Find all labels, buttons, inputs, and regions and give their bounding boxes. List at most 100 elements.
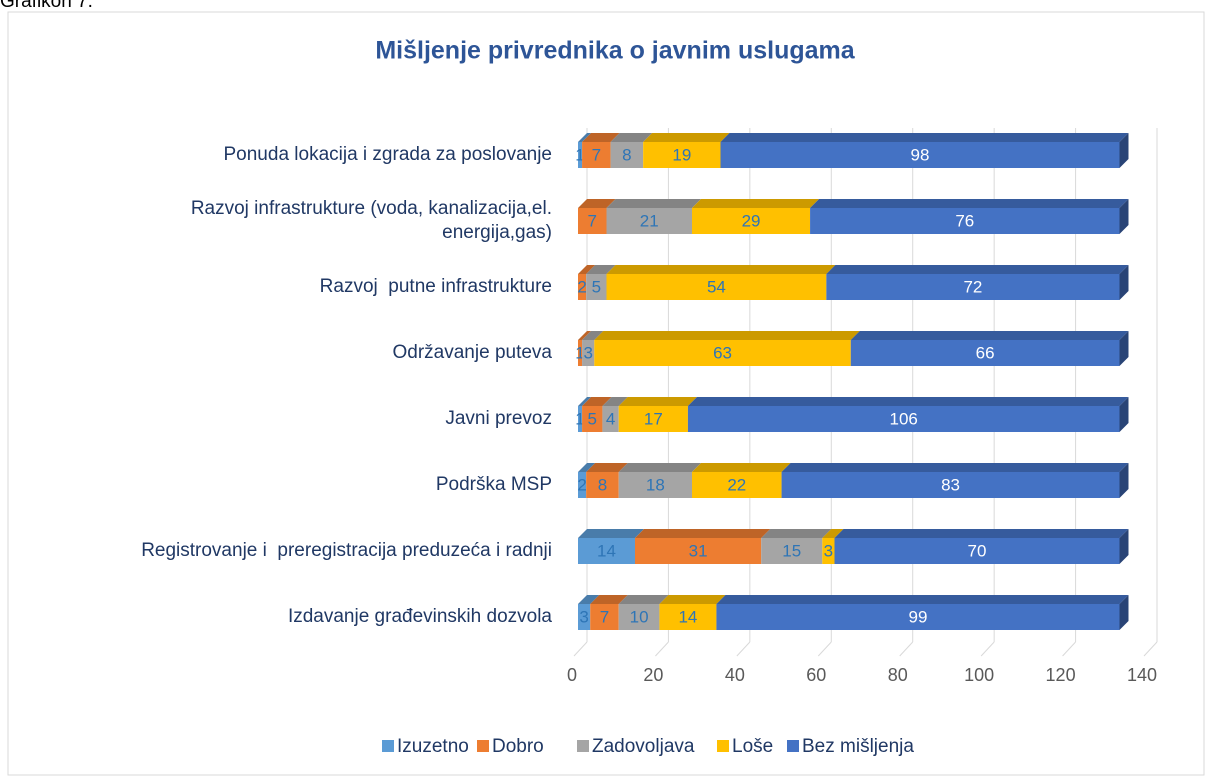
grid-line bbox=[573, 641, 588, 657]
bar bbox=[578, 538, 635, 564]
grid-line bbox=[1143, 641, 1158, 657]
x-tick-label: 120 bbox=[1046, 665, 1076, 685]
bar bbox=[635, 538, 762, 564]
bar bbox=[618, 604, 660, 630]
legend-swatch bbox=[382, 740, 394, 752]
bar bbox=[578, 208, 607, 234]
data-label: 99 bbox=[909, 607, 928, 626]
y-tick-label: Izdavanje građevinskih dozvola bbox=[287, 606, 552, 627]
bar bbox=[578, 274, 587, 300]
data-label: 10 bbox=[630, 607, 649, 626]
data-label: 19 bbox=[672, 145, 691, 164]
data-label: 7 bbox=[588, 211, 597, 230]
bar bbox=[610, 142, 644, 168]
legend-label: Izuzetno bbox=[397, 736, 469, 757]
bar-top bbox=[610, 133, 653, 142]
bar-side bbox=[1119, 133, 1129, 168]
data-label: 1 bbox=[575, 145, 584, 164]
data-label: 21 bbox=[640, 211, 659, 230]
x-tick-label: 140 bbox=[1127, 665, 1157, 685]
bar-top bbox=[822, 529, 844, 538]
x-tick-label: 40 bbox=[725, 665, 745, 685]
bar bbox=[582, 142, 611, 168]
bar-side bbox=[1119, 397, 1129, 432]
data-label: 8 bbox=[622, 145, 631, 164]
bar-top bbox=[716, 595, 1129, 604]
bar bbox=[692, 472, 782, 498]
data-label: 31 bbox=[689, 541, 708, 560]
bar bbox=[716, 604, 1120, 630]
data-label: 4 bbox=[606, 409, 615, 428]
bar bbox=[586, 472, 619, 498]
data-label: 1 bbox=[575, 343, 584, 362]
legend-swatch bbox=[787, 740, 799, 752]
data-label: 14 bbox=[678, 607, 697, 626]
data-label: 63 bbox=[713, 343, 732, 362]
data-label: 83 bbox=[941, 475, 960, 494]
y-tick-label: Održavanje puteva bbox=[392, 342, 553, 363]
bar-top bbox=[606, 199, 701, 208]
bar-top bbox=[586, 265, 616, 274]
caption: Grafikon 7. bbox=[0, 0, 93, 12]
grid-line bbox=[899, 641, 914, 657]
grid-line bbox=[736, 641, 751, 657]
bar-top bbox=[826, 265, 1129, 274]
bar bbox=[659, 604, 717, 630]
bar-top bbox=[834, 529, 1129, 538]
bar-top bbox=[578, 529, 644, 538]
bar-side bbox=[1119, 199, 1129, 234]
bar-top bbox=[582, 331, 604, 340]
data-label: 70 bbox=[968, 541, 987, 560]
x-tick-label: 80 bbox=[888, 665, 908, 685]
bar-top bbox=[602, 397, 628, 406]
bar-side bbox=[1119, 331, 1129, 366]
bar-side bbox=[1119, 265, 1129, 300]
data-label: 14 bbox=[597, 541, 616, 560]
bar bbox=[582, 340, 595, 366]
bar bbox=[578, 472, 587, 498]
chart-frame bbox=[7, 11, 1205, 776]
data-label: 29 bbox=[742, 211, 761, 230]
legend-label: Loše bbox=[732, 736, 773, 757]
bar-top bbox=[578, 595, 600, 604]
data-label: 2 bbox=[577, 475, 586, 494]
data-label: 76 bbox=[955, 211, 974, 230]
bar-top bbox=[635, 529, 771, 538]
bar-side bbox=[1119, 463, 1129, 498]
x-tick-label: 20 bbox=[643, 665, 663, 685]
x-tick-label: 100 bbox=[964, 665, 994, 685]
bar bbox=[850, 340, 1120, 366]
bar-top bbox=[582, 397, 612, 406]
legend-swatch bbox=[717, 740, 729, 752]
bar-top bbox=[578, 331, 592, 340]
bar-top bbox=[594, 331, 860, 340]
y-tick-label: Javni prevoz bbox=[445, 408, 552, 429]
bar bbox=[618, 406, 688, 432]
data-label: 2 bbox=[577, 277, 586, 296]
y-tick-label: Podrška MSP bbox=[435, 474, 552, 495]
data-label: 8 bbox=[598, 475, 607, 494]
bar-top bbox=[582, 133, 620, 142]
data-label: 7 bbox=[592, 145, 601, 164]
bar bbox=[822, 538, 835, 564]
bar bbox=[578, 604, 591, 630]
bar bbox=[826, 274, 1120, 300]
bar bbox=[578, 142, 583, 168]
chart-title: Mišljenje privrednika o javnim uslugama bbox=[375, 37, 855, 65]
bar-top bbox=[659, 595, 726, 604]
bar-top bbox=[618, 397, 697, 406]
legend-swatch bbox=[577, 740, 589, 752]
bar-top bbox=[578, 133, 592, 142]
bar-top bbox=[586, 463, 628, 472]
bar bbox=[582, 406, 603, 432]
data-label: 54 bbox=[707, 277, 726, 296]
data-label: 66 bbox=[976, 343, 995, 362]
bar-top bbox=[578, 463, 596, 472]
data-label: 3 bbox=[824, 541, 833, 560]
bar bbox=[586, 274, 607, 300]
bar bbox=[606, 208, 692, 234]
bar-side bbox=[1119, 529, 1129, 564]
data-label: 98 bbox=[911, 145, 930, 164]
data-label: 72 bbox=[963, 277, 982, 296]
